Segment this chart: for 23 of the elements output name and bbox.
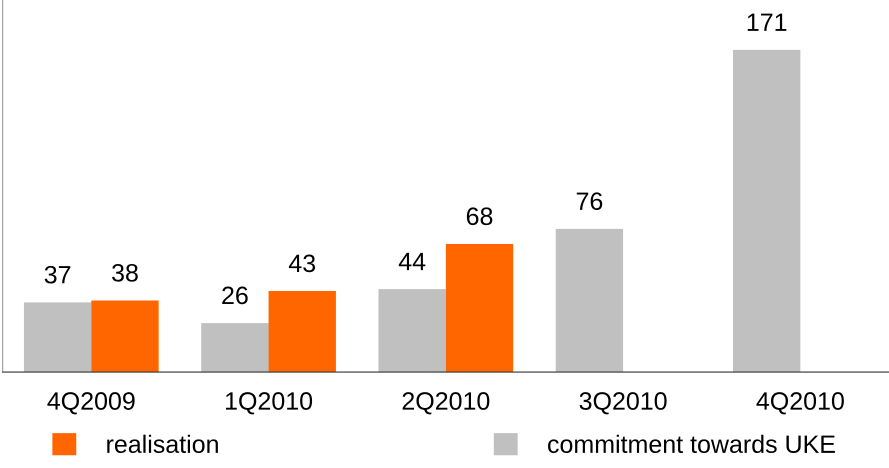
bar <box>24 302 92 372</box>
x-tick-label: 3Q2010 <box>580 392 667 414</box>
legend-label: commitment towards UKE <box>548 434 835 454</box>
data-label: 44 <box>398 252 426 270</box>
bar <box>733 50 800 372</box>
bar <box>201 323 269 372</box>
data-label: 76 <box>576 192 602 210</box>
data-label: 38 <box>112 264 138 282</box>
bar <box>268 291 336 372</box>
x-tick-label: 4Q2009 <box>47 392 135 414</box>
data-label: 171 <box>748 14 786 31</box>
legend-label: realisation <box>107 434 218 454</box>
bar <box>91 300 159 372</box>
bar <box>378 289 446 372</box>
bar <box>556 228 624 372</box>
data-label: 68 <box>466 207 492 226</box>
data-label: 37 <box>44 266 70 284</box>
x-tick-label: 4Q2010 <box>756 392 844 414</box>
x-tick-label: 2Q2010 <box>402 392 490 414</box>
data-label: 43 <box>288 254 316 272</box>
x-tick-label: 1Q2010 <box>226 392 312 414</box>
data-label: 26 <box>222 286 248 304</box>
bar <box>446 244 514 372</box>
